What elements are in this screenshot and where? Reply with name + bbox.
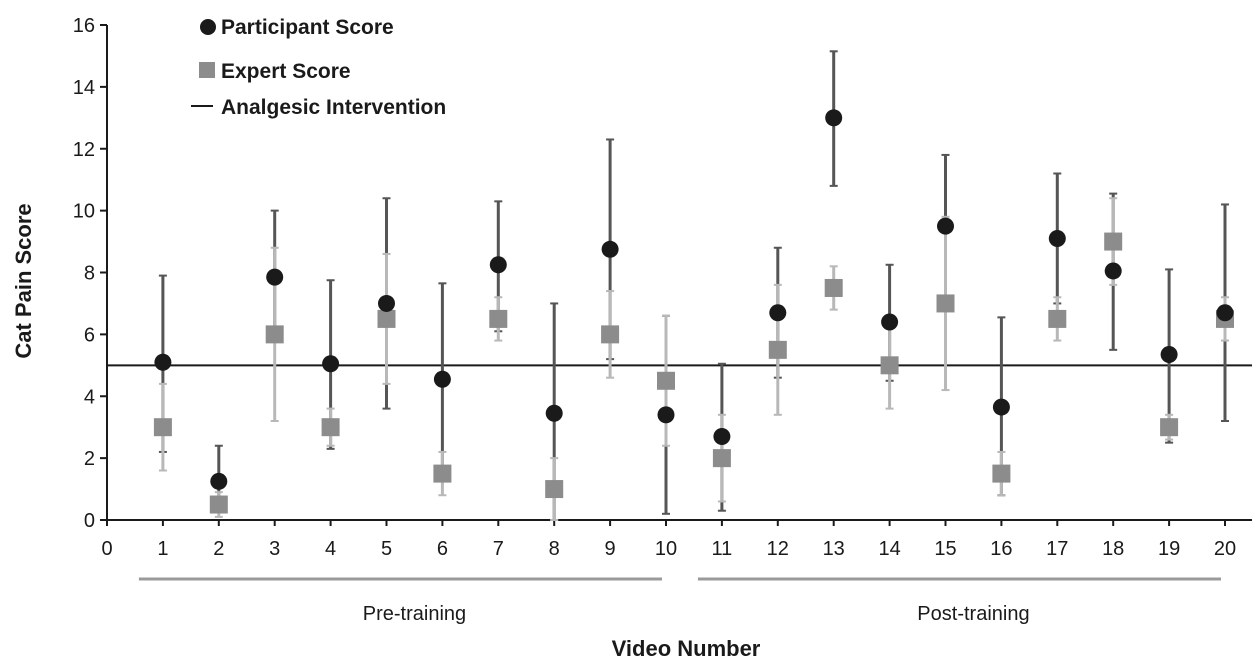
- expert-score-point: [768, 340, 787, 359]
- expert-score-point: [209, 495, 228, 514]
- participant-score-point: [1104, 262, 1122, 280]
- x-tick-label: 0: [101, 538, 112, 560]
- participant-score-point: [657, 406, 675, 424]
- y-tick-label: 2: [84, 448, 95, 470]
- x-axis-title: Video Number: [612, 636, 761, 659]
- x-tick-label: 11: [712, 538, 733, 560]
- x-tick-label: 4: [325, 538, 336, 560]
- expert-score-point: [321, 418, 340, 437]
- participant-score-point: [322, 355, 340, 373]
- expert-score-point: [880, 356, 899, 375]
- x-tick-label: 5: [381, 538, 392, 560]
- expert-score-point: [153, 418, 172, 437]
- expert-score-point: [1160, 418, 1179, 437]
- y-tick-label: 8: [84, 263, 95, 285]
- training-phase-groups: Pre-training Post-training: [138, 577, 1221, 625]
- x-axis-ticks: 0 1 2 3 4 5 6 7 8 9 10 11 12 13 14 15 16 17 18 19 20: [101, 520, 1236, 560]
- participant-score-point: [881, 313, 899, 331]
- x-tick-label: 2: [213, 538, 224, 560]
- x-tick-label: 19: [1158, 538, 1180, 560]
- expert-score-point: [377, 309, 396, 328]
- y-axis-title: Cat Pain Score: [11, 203, 36, 358]
- participant-score-point: [825, 109, 843, 127]
- x-tick-label: 15: [934, 538, 956, 560]
- participant-score-point: [154, 353, 172, 371]
- y-tick-label: 12: [73, 139, 95, 161]
- expert-score-point: [992, 464, 1011, 483]
- participant-score-point: [937, 217, 954, 235]
- legend-expert-marker: [199, 62, 215, 78]
- x-tick-label: 16: [990, 538, 1012, 560]
- y-tick-label: 4: [84, 386, 95, 408]
- participant-score-point: [1216, 304, 1234, 322]
- participant-score-point: [601, 240, 619, 258]
- x-tick-label: 13: [823, 538, 845, 560]
- legend-intervention-label: Analgesic Intervention: [221, 96, 446, 119]
- participant-score-point: [1160, 345, 1178, 363]
- y-tick-label: 0: [84, 510, 95, 532]
- expert-score-point: [824, 278, 843, 297]
- x-tick-label: 10: [655, 538, 677, 560]
- x-tick-label: 3: [269, 538, 280, 560]
- participant-score-point: [210, 472, 228, 490]
- expert-score-point: [545, 480, 564, 499]
- expert-score-point: [265, 325, 284, 344]
- x-tick-label: 12: [767, 538, 789, 560]
- participant-score-point: [713, 427, 731, 445]
- expert-score-point: [601, 325, 620, 344]
- expert-score-point: [936, 294, 955, 313]
- y-tick-label: 14: [73, 77, 95, 99]
- x-tick-label: 9: [605, 538, 616, 560]
- legend-participant-label: Participant Score: [221, 16, 394, 39]
- expert-score-point: [1104, 232, 1123, 251]
- x-tick-label: 8: [549, 538, 560, 560]
- expert-score-point: [1048, 309, 1067, 328]
- y-tick-label: 16: [73, 15, 95, 37]
- legend-expert-label: Expert Score: [221, 60, 351, 83]
- y-axis-ticks: 0 2 4 6 8 10 12 14 16: [73, 15, 107, 532]
- participant-score-point: [769, 304, 787, 322]
- x-tick-label: 1: [157, 538, 168, 560]
- participant-score-point: [266, 268, 284, 286]
- participant-score-point: [545, 404, 563, 422]
- expert-score-point: [433, 464, 452, 483]
- participant-score-point: [1048, 229, 1066, 247]
- x-tick-label: 17: [1046, 538, 1068, 560]
- participant-score-point: [992, 398, 1010, 416]
- y-tick-label: 6: [84, 324, 95, 346]
- x-tick-label: 18: [1102, 538, 1124, 560]
- error-bars: [158, 50, 1229, 521]
- participant-score-point: [489, 256, 507, 274]
- x-tick-label: 20: [1214, 538, 1236, 560]
- data-markers: [153, 109, 1234, 514]
- expert-score-point: [489, 309, 508, 328]
- x-tick-label: 6: [437, 538, 448, 560]
- y-tick-label: 10: [73, 201, 95, 223]
- expert-score-point: [712, 449, 731, 468]
- participant-score-point: [378, 294, 395, 312]
- participant-score-point: [433, 370, 451, 388]
- pre-training-label: Pre-training: [363, 603, 466, 625]
- post-training-label: Post-training: [917, 603, 1029, 625]
- legend: Participant Score Expert Score Analgesic…: [191, 16, 446, 119]
- x-tick-label: 14: [878, 538, 900, 560]
- expert-score-point: [657, 371, 675, 390]
- legend-participant-marker: [200, 19, 216, 35]
- x-tick-label: 7: [493, 538, 504, 560]
